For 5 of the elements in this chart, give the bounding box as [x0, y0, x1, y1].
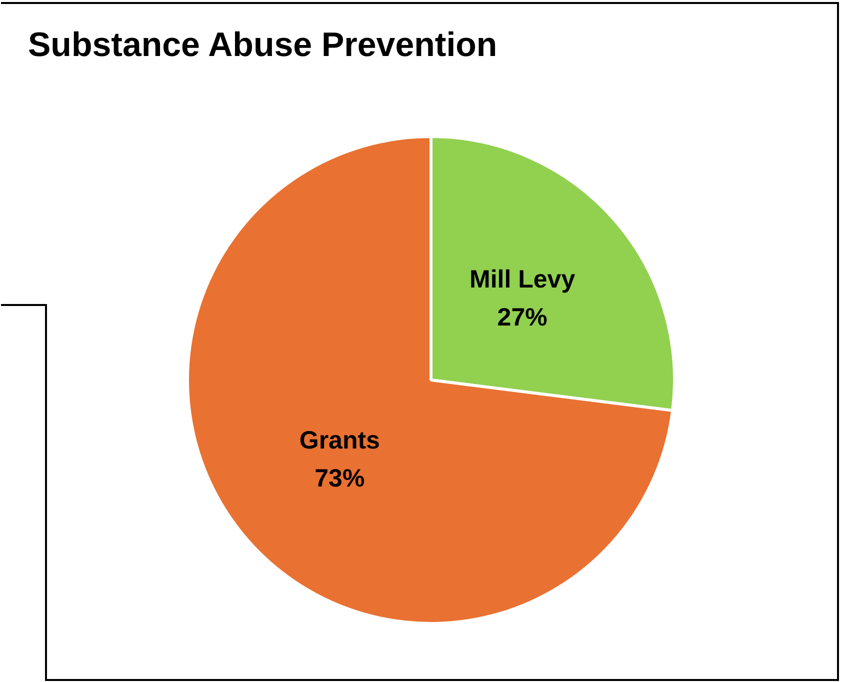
data-label: 73%	[314, 464, 365, 492]
data-label: 27%	[497, 303, 548, 332]
slice-label: Grants	[299, 426, 380, 454]
chart-title: Substance Abuse Prevention	[28, 26, 498, 65]
slice-label: Mill Levy	[470, 265, 576, 294]
